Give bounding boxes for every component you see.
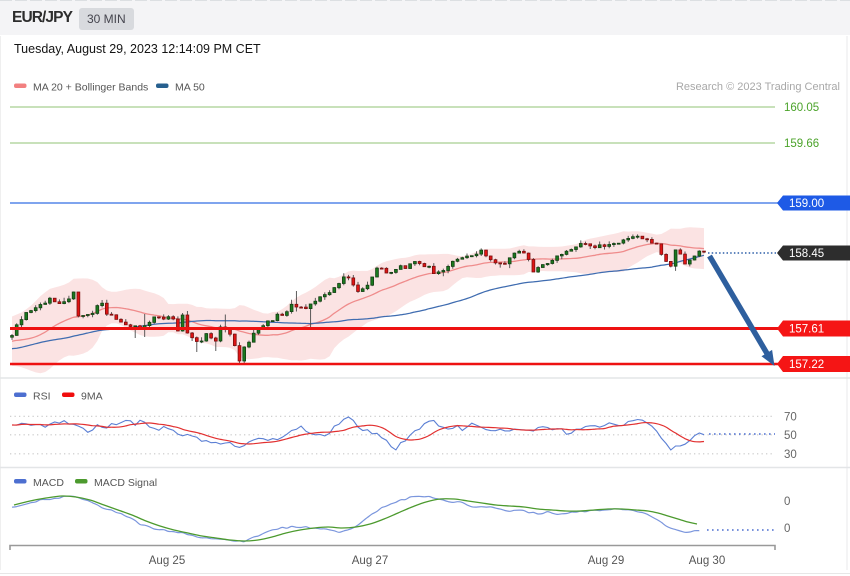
svg-text:MACD Signal: MACD Signal: [94, 477, 157, 489]
svg-text:0: 0: [784, 496, 790, 508]
svg-text:MACD: MACD: [33, 477, 64, 489]
svg-text:Aug 27: Aug 27: [352, 555, 388, 567]
svg-text:70: 70: [784, 411, 797, 423]
svg-text:157.61: 157.61: [789, 324, 824, 336]
svg-text:Aug 25: Aug 25: [149, 555, 185, 567]
svg-text:MA 50: MA 50: [175, 82, 205, 94]
svg-text:Research © 2023 Trading Centra: Research © 2023 Trading Central: [676, 81, 840, 93]
svg-text:Aug 29: Aug 29: [588, 555, 624, 567]
svg-text:9MA: 9MA: [81, 391, 103, 403]
svg-text:30: 30: [784, 449, 797, 461]
svg-text:RSI: RSI: [33, 391, 51, 403]
svg-text:Aug 30: Aug 30: [689, 555, 725, 567]
svg-text:158.45: 158.45: [789, 248, 824, 260]
svg-text:50: 50: [784, 430, 797, 442]
svg-text:160.05: 160.05: [784, 102, 819, 114]
svg-text:MA 20 + Bollinger Bands: MA 20 + Bollinger Bands: [33, 82, 148, 94]
svg-text:157.22: 157.22: [789, 359, 824, 371]
svg-text:159.66: 159.66: [784, 138, 819, 150]
svg-text:159.00: 159.00: [789, 198, 824, 210]
svg-text:0: 0: [784, 523, 790, 535]
